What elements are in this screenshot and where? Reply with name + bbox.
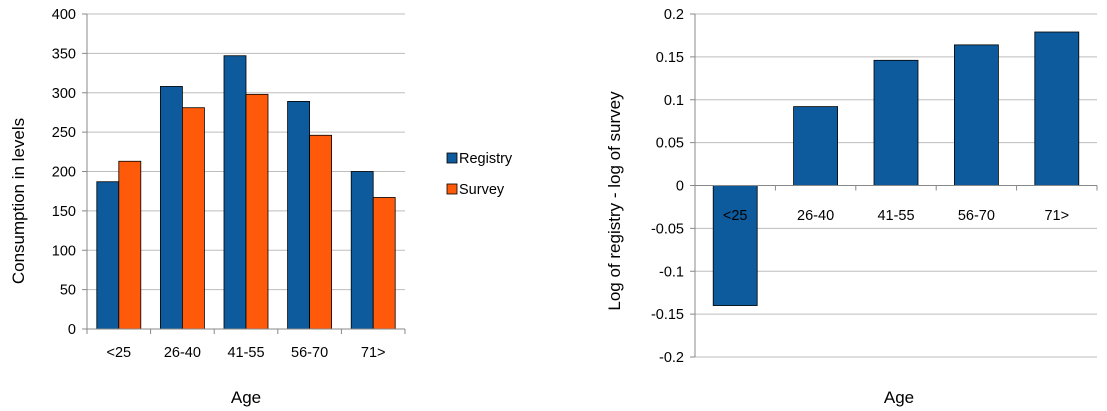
c2-y-tick-label: -0.05: [651, 221, 684, 237]
c1-x-tick-label: 71>: [361, 345, 386, 361]
c1-y-tick-label: 400: [52, 7, 76, 23]
c1-bar-survey-0: [118, 160, 142, 330]
c1-bar-registry-0: [96, 181, 120, 330]
c2-bars: [712, 31, 1080, 306]
c1-axes: [82, 13, 406, 334]
c1-x-tick-label: 41-55: [227, 345, 264, 361]
c2-y-tick-label: 0.05: [656, 136, 684, 152]
c1-bar-registry-3: [287, 101, 311, 330]
c2-bar-value-1: [793, 106, 838, 186]
c2-x-tick-labels: <25 26-40 41-55 56-70 71>: [723, 208, 1069, 224]
c2-y-tick-label: 0.1: [664, 93, 684, 109]
c1-bar-survey-1: [181, 107, 205, 330]
c1-y-tick-label: 250: [52, 125, 76, 141]
c1-y-tick-labels: 0 50 100 150 200 250 300 350 400: [52, 7, 76, 338]
c1-x-tick-labels: <25 26-40 41-55 56-70 71>: [106, 345, 385, 361]
c2-axes: [690, 13, 1098, 358]
c1-x-tick-label: 56-70: [291, 345, 328, 361]
c2-x-tick-label: 71>: [1044, 208, 1069, 224]
c2-bar-value-2: [873, 59, 919, 186]
c1-bar-survey-3: [309, 134, 333, 330]
chart-consumption-levels: 0 50 100 150 200 250 300 350 400 <25 26-40 41-55 56…: [9, 7, 406, 407]
chart-log-difference: -0.2 -0.15 -0.1 -0.05 0 0.05 0.1 0.15 0.2 <25 26-…: [605, 7, 1098, 407]
c2-bar-value-0: [712, 185, 758, 306]
c2-bar-value-3: [954, 44, 999, 186]
c2-y-axis-title: Log of registry - log of survey: [605, 91, 624, 311]
c1-bar-registry-2: [223, 55, 247, 330]
legend: Registry Survey: [446, 151, 513, 198]
legend-label-registry: Registry: [459, 151, 513, 167]
c2-y-tick-label: 0.2: [664, 7, 684, 23]
c1-x-axis-title: Age: [231, 388, 261, 407]
c1-bar-survey-4: [372, 197, 396, 330]
c2-x-tick-label: 26-40: [797, 208, 834, 224]
c1-bars: [96, 55, 396, 330]
c1-y-tick-label: 350: [52, 46, 76, 62]
c1-y-tick-label: 0: [68, 322, 76, 338]
c1-bar-survey-2: [245, 93, 269, 330]
c2-x-tick-label: 56-70: [958, 208, 995, 224]
c1-x-tick-label: <25: [106, 345, 131, 361]
legend-swatch-survey: [446, 183, 458, 195]
c2-x-tick-label: <25: [723, 208, 748, 224]
c2-x-axis-title: Age: [884, 388, 914, 407]
c1-y-axis-title: Consumption in levels: [9, 118, 28, 284]
c2-y-tick-label: -0.1: [659, 264, 684, 280]
c1-y-tick-label: 300: [52, 86, 76, 102]
legend-label-survey: Survey: [459, 182, 505, 198]
c1-y-tick-label: 150: [52, 204, 76, 220]
c2-y-tick-label: -0.15: [651, 307, 684, 323]
c1-y-tick-label: 50: [60, 283, 76, 299]
c2-x-tick-label: 41-55: [877, 208, 914, 224]
c2-y-tick-label: -0.2: [659, 350, 684, 366]
c2-y-tick-label: 0: [676, 179, 684, 195]
c1-bar-registry-4: [350, 171, 374, 330]
c2-y-tick-label: 0.15: [656, 50, 684, 66]
c2-y-tick-labels: -0.2 -0.15 -0.1 -0.05 0 0.05 0.1 0.15 0.2: [651, 7, 684, 366]
c1-bar-registry-1: [159, 86, 183, 330]
legend-swatch-registry: [446, 152, 458, 164]
c1-x-tick-label: 26-40: [164, 345, 201, 361]
c1-y-tick-label: 200: [52, 165, 76, 181]
c1-y-tick-label: 100: [52, 243, 76, 259]
c2-bar-value-4: [1034, 31, 1080, 186]
